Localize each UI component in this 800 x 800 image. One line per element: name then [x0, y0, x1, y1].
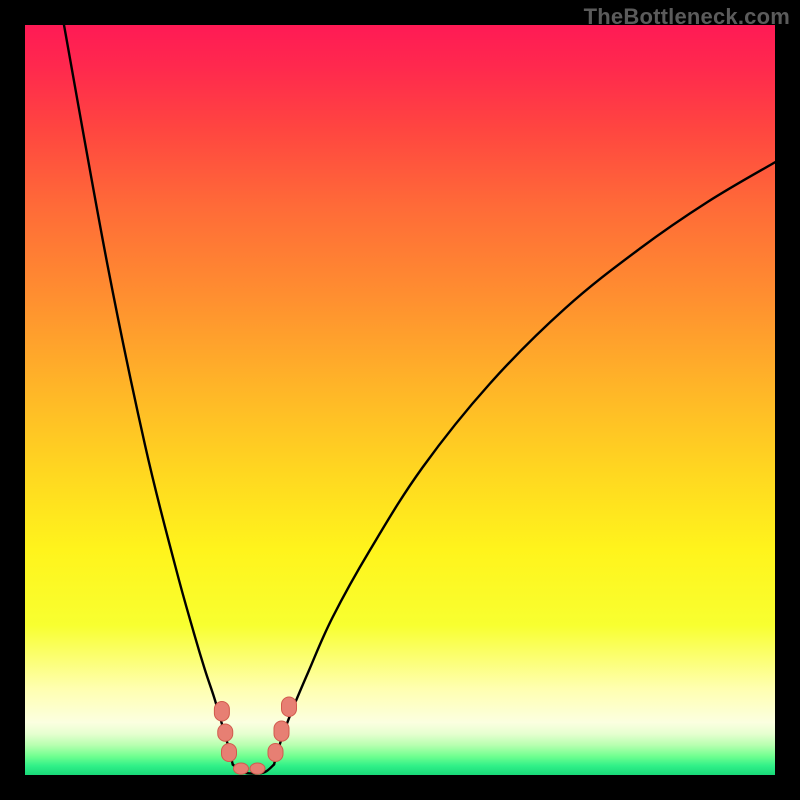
curve-marker [222, 744, 237, 762]
curve-marker [250, 763, 265, 774]
plot-area [25, 25, 775, 775]
curve-marker [268, 744, 283, 762]
curve-marker [218, 724, 233, 741]
curve-marker [274, 721, 289, 741]
curve-marker [214, 702, 229, 722]
gradient-background [25, 25, 775, 775]
curve-marker [234, 763, 249, 774]
chart-frame: TheBottleneck.com [0, 0, 800, 800]
bottleneck-curve-svg [25, 25, 775, 775]
watermark-text: TheBottleneck.com [584, 4, 790, 30]
curve-marker [282, 697, 297, 717]
